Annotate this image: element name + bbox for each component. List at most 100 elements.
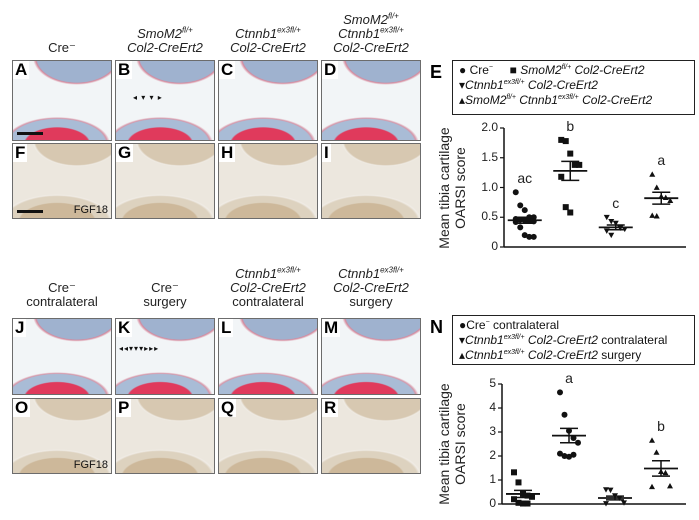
significance-label: a [657, 152, 666, 169]
panel-R: R [321, 398, 421, 474]
stain-label: FGF18 [73, 459, 108, 471]
panel-Q: Q [218, 398, 318, 474]
y-tick-label: 1.5 [481, 149, 498, 164]
data-point [561, 411, 568, 418]
panel-label: H [219, 143, 236, 162]
data-point [667, 197, 674, 203]
header-line: contralateral [232, 294, 304, 309]
panel-label: K [116, 318, 133, 337]
scale-bar [17, 210, 43, 213]
data-point [603, 487, 609, 493]
col-header-smom2-ctnnb1: SmoM2fl/+ Ctnnb1ex3fl/+ Col2-CreErt2 [333, 11, 409, 55]
panel-M: M [321, 318, 421, 395]
legend-row: ●Cre− contralateral [459, 318, 560, 332]
col-header-cre-surgery: Cre⁻ surgery [115, 281, 215, 309]
stain-label: FGF18 [73, 204, 108, 216]
significance-label: a [565, 370, 573, 387]
significance-label: c [612, 195, 620, 212]
data-point [603, 214, 610, 221]
header-line: Col2-CreErt2 [333, 280, 409, 295]
panel-F: F FGF18 [12, 143, 112, 219]
panel-label: A [13, 60, 30, 79]
legend-row: ● Cre− ■ SmoM2fl/+ Col2-CreErt2 [459, 63, 645, 77]
y-tick-label: 0 [489, 496, 496, 510]
legend-row: ▾Ctnnb1ex3fl/+ Col2-CreErt2 [459, 78, 598, 92]
data-point [524, 500, 531, 507]
data-point [524, 492, 531, 499]
panel-label: B [116, 60, 133, 79]
col-header-ctnnb1: Ctnnb1ex3fl/+ Col2-CreErt2 [230, 25, 306, 55]
legend-row: ▴SmoM2fl/+ Ctnnb1ex3fl/+ Col2-CreErt2 [459, 93, 653, 107]
arrowhead-markers: ◂ ▾ ▾ ▸ [133, 93, 163, 102]
panel-A: A [12, 60, 112, 141]
header-line: Cre⁻ [48, 40, 76, 55]
data-point [576, 161, 583, 168]
data-point [608, 219, 615, 225]
data-point [667, 483, 673, 489]
panel-B: B ◂ ▾ ▾ ▸ [115, 60, 215, 141]
data-point [566, 453, 572, 460]
header-line: contralateral [26, 294, 98, 309]
data-point [653, 184, 660, 190]
data-point [649, 483, 655, 490]
y-tick-label: 1 [489, 472, 496, 486]
panel-H: H [218, 143, 318, 219]
data-point [526, 233, 533, 240]
col-header-ctnnb1-contralateral: Ctnnb1ex3fl/+ Col2-CreErt2 contralateral [230, 265, 306, 309]
data-point [570, 451, 577, 458]
chart-N-legend: ●Cre− contralateral ▾Ctnnb1ex3fl/+ Col2-… [452, 315, 695, 365]
data-point [649, 437, 655, 443]
data-point [558, 173, 565, 180]
data-point [607, 487, 614, 494]
legend-row: ▴Ctnnb1ex3fl/+ Col2-CreErt2 surgery [459, 348, 642, 362]
panel-J: J [12, 318, 112, 395]
data-point [515, 479, 522, 486]
col-header-ctnnb1-surgery: Ctnnb1ex3fl/+ Col2-CreErt2 surgery [333, 265, 409, 309]
data-point [567, 209, 574, 216]
panel-label: Q [219, 398, 237, 417]
data-point [653, 449, 660, 455]
data-point [608, 232, 615, 239]
y-tick-label: 1.0 [481, 179, 498, 194]
panel-label: M [322, 318, 341, 337]
panel-label: P [116, 398, 132, 417]
data-point [557, 450, 563, 457]
panel-label: L [219, 318, 234, 337]
data-point [562, 138, 569, 145]
data-point [511, 469, 517, 476]
panel-label: I [322, 143, 331, 162]
y-tick-label: 4 [489, 400, 496, 414]
data-point [558, 136, 565, 143]
panel-K: K ◂◂▾▾▾▸▸▸ [115, 318, 215, 395]
header-line: surgery [143, 294, 187, 309]
data-point [517, 224, 524, 231]
panel-label: C [219, 60, 236, 79]
panel-label: R [322, 398, 339, 417]
data-point [521, 207, 528, 214]
data-point [571, 161, 578, 168]
y-tick-label: 2 [489, 448, 496, 462]
panel-label: G [116, 143, 134, 162]
data-point [621, 500, 627, 506]
data-point [653, 213, 660, 219]
data-point [649, 212, 656, 218]
data-point [517, 202, 524, 209]
y-tick-label: 0 [491, 239, 498, 253]
panel-label-E: E [430, 62, 443, 82]
data-point [530, 233, 537, 240]
data-point [515, 499, 522, 506]
header-line: Cre⁻ [151, 280, 179, 295]
header-line: Col2-CreErt2 [230, 280, 306, 295]
header-line: Cre⁻ [48, 280, 76, 295]
header-line: surgery [349, 294, 393, 309]
data-point [520, 500, 526, 507]
y-tick-label: 0.5 [481, 209, 498, 224]
significance-label: b [566, 117, 575, 134]
y-tick-label: 5 [489, 376, 496, 390]
data-point [612, 220, 619, 227]
legend-row: ▾Ctnnb1ex3fl/+ Col2-CreErt2 contralatera… [459, 333, 668, 347]
panel-label: F [13, 143, 28, 162]
data-point [567, 150, 574, 157]
